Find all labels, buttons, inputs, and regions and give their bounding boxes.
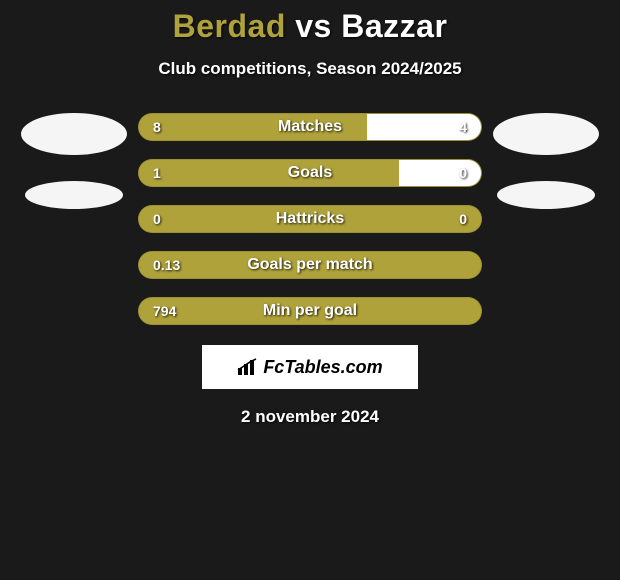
fctables-logo: FcTables.com xyxy=(237,357,382,378)
stat-bar: Goals per match0.13 xyxy=(138,251,482,279)
bars-icon xyxy=(237,358,259,376)
stat-bar-right-fill xyxy=(399,160,481,186)
bars-column: Matches84 Goals10 Hattricks00 Goals per mat… xyxy=(138,113,482,325)
stats-area: Matches84 Goals10 Hattricks00 Goals per mat… xyxy=(0,113,620,325)
player1-avatar-placeholder-2 xyxy=(25,181,123,209)
player2-avatar-placeholder xyxy=(493,113,599,155)
page-title: Berdad vs Bazzar xyxy=(0,8,620,45)
stat-bar-right-fill xyxy=(367,114,481,140)
title-vs: vs xyxy=(295,8,332,44)
stat-bar-left-fill xyxy=(139,298,481,324)
logo-box: FcTables.com xyxy=(202,345,418,389)
logo-text: FcTables.com xyxy=(263,357,382,378)
stat-bar-left-fill xyxy=(139,160,399,186)
stat-bar: Hattricks00 xyxy=(138,205,482,233)
comparison-card: Berdad vs Bazzar Club competitions, Seas… xyxy=(0,0,620,427)
stat-bar-left-fill xyxy=(139,252,481,278)
stat-bar: Min per goal794 xyxy=(138,297,482,325)
player1-avatar-placeholder xyxy=(21,113,127,155)
left-avatar-column xyxy=(14,113,134,209)
stat-bar-left-fill xyxy=(139,206,481,232)
stat-bar: Matches84 xyxy=(138,113,482,141)
right-avatar-column xyxy=(486,113,606,209)
date-text: 2 november 2024 xyxy=(0,407,620,427)
title-player1: Berdad xyxy=(173,8,286,44)
stat-bar-left-fill xyxy=(139,114,367,140)
stat-bar: Goals10 xyxy=(138,159,482,187)
title-player2: Bazzar xyxy=(341,8,447,44)
player2-avatar-placeholder-2 xyxy=(497,181,595,209)
subtitle: Club competitions, Season 2024/2025 xyxy=(0,59,620,79)
